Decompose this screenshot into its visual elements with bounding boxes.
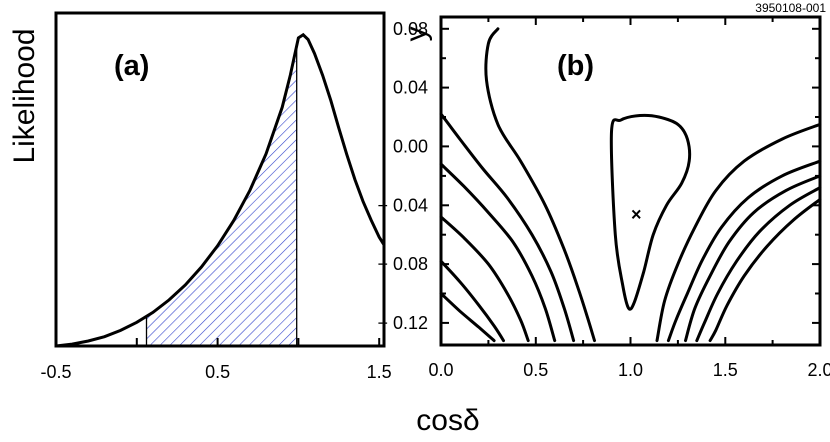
contour-left-2 bbox=[439, 112, 576, 343]
panel-a-label: (a) bbox=[114, 50, 149, 82]
panel-b-yaxis: − 0.12 − 0.08 − 0.04 0.00 0.04 0.08 bbox=[377, 19, 820, 333]
panel-b-ytick-label: 0.04 bbox=[393, 78, 428, 98]
panel-a-xtick-label: 0.5 bbox=[205, 362, 230, 382]
contour-left-3 bbox=[439, 162, 557, 343]
shared-xlabel: cosδ bbox=[416, 404, 479, 437]
contour-inner-closed bbox=[609, 113, 692, 311]
likelihood-curve bbox=[55, 32, 386, 348]
panel-b-xtick-label: 0.0 bbox=[428, 360, 453, 380]
contour-left-5 bbox=[439, 259, 505, 343]
panel-b-xaxis: 0.0 0.5 1.0 1.5 2.0 bbox=[428, 17, 830, 380]
panel-a-xaxis: -0.5 0.5 1.5 bbox=[40, 338, 392, 382]
panel-b-ytick-label: − 0.04 bbox=[377, 195, 428, 215]
panel-b: y × 0.0 0.5 1.0 1.5 2.0 − 0.12− 0.08− 0.040.… bbox=[377, 15, 830, 380]
panel-a-xtick-label: -0.5 bbox=[40, 362, 71, 382]
contour-left-6 bbox=[439, 292, 496, 343]
panel-b-ylabel: y bbox=[400, 27, 433, 42]
contour-right-3 bbox=[684, 174, 822, 343]
contour-left-4 bbox=[439, 215, 530, 343]
contour-right-5 bbox=[708, 197, 822, 343]
panel-a-frame bbox=[54, 11, 386, 348]
contour-right-1 bbox=[655, 122, 822, 343]
panel-a-xtick-label: 1.5 bbox=[367, 362, 392, 382]
best-fit-marker: × bbox=[631, 205, 642, 225]
panel-b-xtick-label: 2.0 bbox=[807, 360, 830, 380]
panel-a-ylabel: Likelihood bbox=[8, 28, 41, 163]
panel-b-label: (b) bbox=[557, 50, 594, 82]
figure-code: 3950108-001 bbox=[755, 1, 826, 15]
panel-a: Likelihood -0.5 0.5 1.5 (a) bbox=[8, 11, 392, 382]
panel-b-ytick-label: 0.08 bbox=[393, 19, 428, 39]
panel-b-xtick-label: 1.0 bbox=[618, 360, 643, 380]
contour-right-2 bbox=[666, 159, 822, 343]
contour-left-1 bbox=[484, 27, 596, 343]
contour-lines bbox=[439, 27, 822, 343]
panel-b-frame bbox=[439, 15, 822, 347]
panel-b-ytick-label: − 0.08 bbox=[377, 254, 428, 274]
contour-right-4 bbox=[695, 186, 822, 343]
panel-b-ytick-label: − 0.12 bbox=[377, 313, 428, 333]
panel-b-xtick-label: 1.5 bbox=[713, 360, 738, 380]
panel-b-ytick-label: 0.00 bbox=[393, 136, 428, 156]
panel-b-xtick-label: 0.5 bbox=[523, 360, 548, 380]
